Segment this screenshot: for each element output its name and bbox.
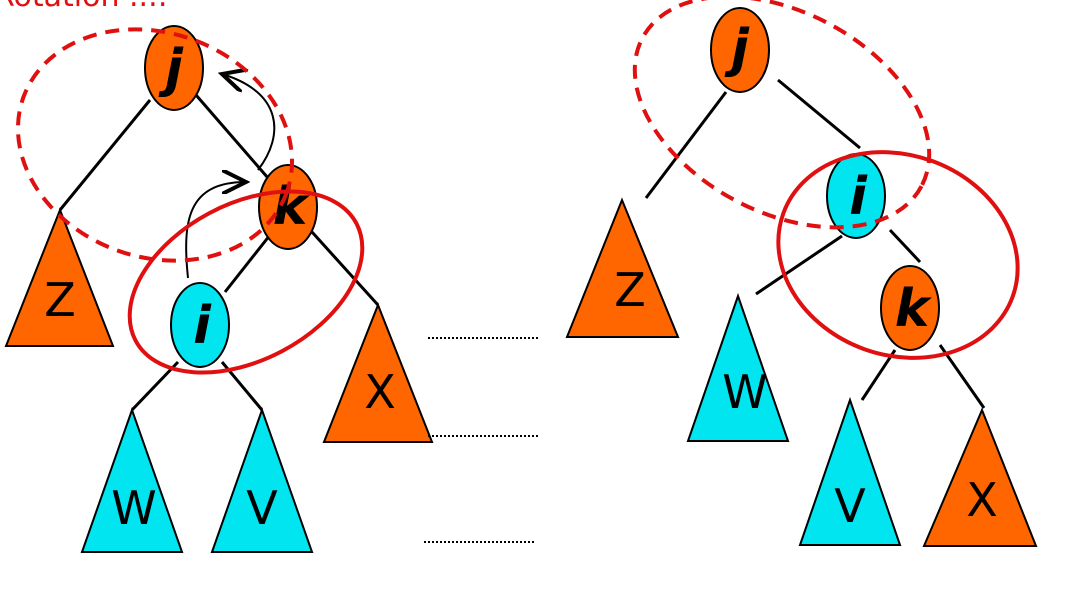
subtree-z	[4, 207, 115, 347]
subtree-w-label: W	[111, 481, 156, 535]
edge-k-i	[223, 234, 272, 293]
edge-j-z-right	[644, 91, 728, 199]
title-fragment: Rotation ...:	[0, 0, 168, 14]
subtree-x-right	[922, 407, 1038, 547]
solid-highlight-i-k-right	[776, 150, 1020, 360]
right-tree: Z W V X j i k	[565, 0, 1038, 547]
edge-j-z	[58, 99, 152, 211]
subtree-v-label: V	[246, 481, 278, 535]
edge-k-x	[310, 230, 380, 307]
subtree-x-label: X	[364, 365, 396, 419]
edge-i-k-right	[888, 228, 922, 264]
node-j	[144, 25, 204, 111]
rotation-arrow-down	[185, 182, 246, 279]
subtree-v-right-label: V	[834, 479, 866, 533]
node-i-label: i	[193, 296, 212, 356]
subtree-w	[80, 406, 184, 553]
subtree-x-right-label: X	[966, 473, 998, 527]
edge-j-i-right	[777, 78, 861, 150]
subtree-z-right	[565, 197, 680, 338]
node-j-right	[710, 7, 770, 93]
rotation-arrow-up	[222, 74, 276, 171]
subtree-z-right-label: Z	[614, 263, 646, 317]
edge-j-k	[194, 94, 270, 179]
subtree-w-right	[686, 292, 790, 442]
node-i-right-label: i	[849, 167, 868, 227]
subtree-w-right-label: W	[722, 365, 767, 419]
left-tree: Z X W V j k i	[4, 25, 434, 553]
edge-k-v-right	[860, 349, 897, 401]
node-k	[258, 164, 318, 250]
subtree-x	[322, 302, 434, 443]
node-i	[170, 282, 230, 368]
dashed-highlight-j-right	[632, 0, 932, 230]
subtree-v	[210, 406, 314, 553]
subtree-z-label: Z	[44, 273, 76, 327]
edge-k-x-right	[938, 344, 986, 409]
edge-i-w-right	[755, 234, 843, 296]
node-k-right	[880, 265, 940, 351]
subtree-v-right	[798, 396, 902, 546]
edge-i-w	[130, 360, 180, 412]
node-k-right-label: k	[895, 279, 933, 339]
solid-highlight-k-i	[127, 189, 365, 375]
node-k-label: k	[273, 177, 311, 237]
